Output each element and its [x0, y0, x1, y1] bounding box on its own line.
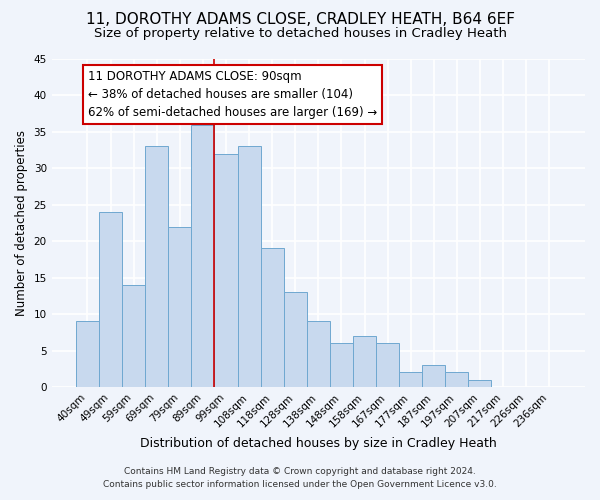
Bar	[99, 212, 122, 387]
Bar	[191, 124, 214, 387]
Bar	[399, 372, 422, 387]
Text: 11 DOROTHY ADAMS CLOSE: 90sqm
← 38% of detached houses are smaller (104)
62% of : 11 DOROTHY ADAMS CLOSE: 90sqm ← 38% of d…	[88, 70, 377, 119]
Bar	[307, 322, 330, 387]
X-axis label: Distribution of detached houses by size in Cradley Heath: Distribution of detached houses by size …	[140, 437, 497, 450]
Text: 11, DOROTHY ADAMS CLOSE, CRADLEY HEATH, B64 6EF: 11, DOROTHY ADAMS CLOSE, CRADLEY HEATH, …	[86, 12, 515, 28]
Text: Contains HM Land Registry data © Crown copyright and database right 2024.
Contai: Contains HM Land Registry data © Crown c…	[103, 468, 497, 489]
Bar	[469, 380, 491, 387]
Bar	[376, 343, 399, 387]
Bar	[284, 292, 307, 387]
Text: Size of property relative to detached houses in Cradley Heath: Size of property relative to detached ho…	[94, 28, 506, 40]
Bar	[76, 322, 99, 387]
Bar	[145, 146, 168, 387]
Y-axis label: Number of detached properties: Number of detached properties	[15, 130, 28, 316]
Bar	[122, 285, 145, 387]
Bar	[353, 336, 376, 387]
Bar	[330, 343, 353, 387]
Bar	[422, 365, 445, 387]
Bar	[214, 154, 238, 387]
Bar	[445, 372, 469, 387]
Bar	[168, 226, 191, 387]
Bar	[238, 146, 260, 387]
Bar	[260, 248, 284, 387]
